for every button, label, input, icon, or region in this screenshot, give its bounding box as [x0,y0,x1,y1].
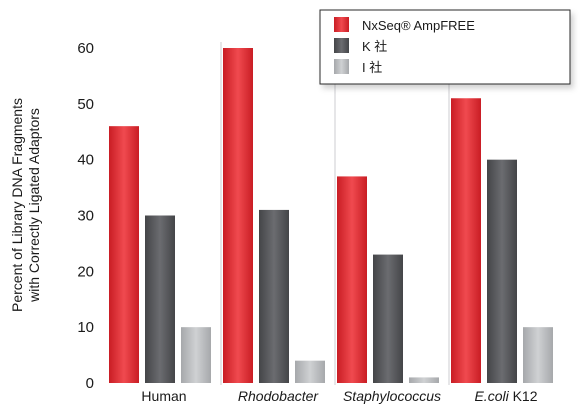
legend-label-0: NxSeq® AmpFREE [362,18,475,33]
legend-label-1: K 社 [362,39,387,54]
bar-1-1 [259,209,289,383]
y-tick-label-60: 60 [77,40,94,57]
bar-2-3 [523,327,553,383]
x-category-label-2: Staphylococcus [343,388,441,404]
bar-2-1 [295,360,325,383]
x-axis-categories: Human Rhodobacter Staphylococcus E.coli K12 [141,388,537,404]
legend-label-2: I 社 [362,60,382,75]
y-tick-label-20: 20 [77,263,94,280]
x-category-label-1: Rhodobacter [238,388,320,404]
legend: NxSeq® AmpFREE K 社 I 社 [319,9,571,85]
y-axis-ticks: 0 10 20 30 40 50 60 [77,40,94,392]
bar-1-2 [373,254,403,383]
bar-2-0 [181,327,211,383]
legend-swatch-2 [334,59,349,74]
legend-swatch-0 [334,17,349,32]
bars [109,48,553,384]
y-tick-label-40: 40 [77,152,94,169]
y-tick-label-0: 0 [86,375,94,392]
bar-1-0 [145,215,175,383]
bar-0-1 [223,48,253,383]
y-tick-label-10: 10 [77,319,94,336]
y-tick-label-50: 50 [77,96,94,113]
x-category-label-3: E.coli K12 [474,388,537,404]
bar-2-2 [409,377,439,383]
bar-1-3 [487,159,517,383]
group-separators [220,42,450,385]
y-axis-label: Percent of Library DNA Fragments with Cor… [9,98,42,312]
legend-swatch-1 [334,38,349,53]
group-separator-2 [334,42,336,385]
group-separator-3 [448,42,450,385]
y-axis-label-line-1: Percent of Library DNA Fragments [9,98,25,312]
bar-0-0 [109,126,139,384]
y-axis-label-line-2: with Correctly Ligated Adaptors [26,108,42,303]
group-separator-1 [220,42,222,385]
bar-0-3 [451,98,481,383]
x-category-label-0: Human [141,388,186,404]
legend-box [319,9,571,85]
y-tick-label-30: 30 [77,208,94,225]
bar-0-2 [337,176,367,383]
